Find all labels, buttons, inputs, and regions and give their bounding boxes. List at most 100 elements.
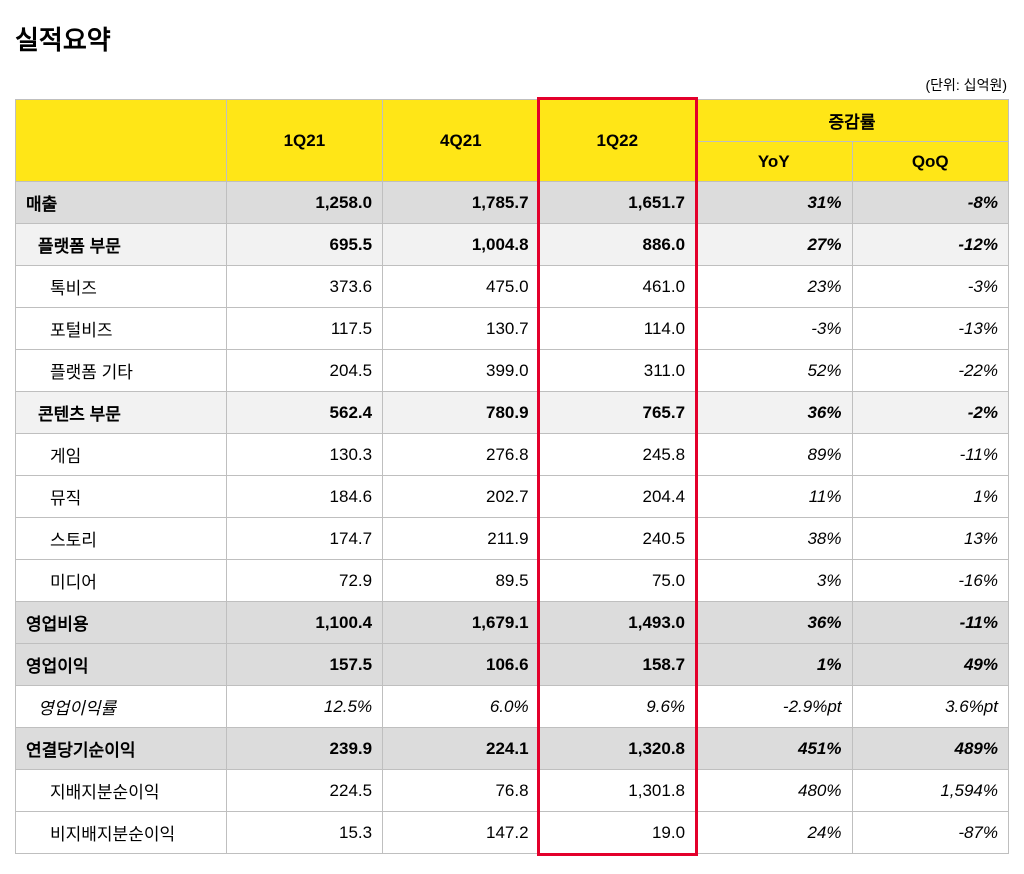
pct-cell: -13% xyxy=(852,308,1009,350)
pct-cell: 27% xyxy=(696,224,852,266)
value-cell: 695.5 xyxy=(226,224,382,266)
value-cell: 562.4 xyxy=(226,392,382,434)
value-cell: 886.0 xyxy=(539,224,695,266)
value-cell: 461.0 xyxy=(539,266,695,308)
value-cell: 1,493.0 xyxy=(539,602,695,644)
value-cell: 89.5 xyxy=(383,560,539,602)
value-cell: 311.0 xyxy=(539,350,695,392)
value-cell: 117.5 xyxy=(226,308,382,350)
value-cell: 204.5 xyxy=(226,350,382,392)
table-row: 뮤직184.6202.7204.411%1% xyxy=(16,476,1009,518)
pct-cell: 36% xyxy=(696,392,852,434)
summary-table: 1Q21 4Q21 1Q22 증감률 YoY QoQ 매출1,258.01,78… xyxy=(15,99,1009,854)
value-cell: 211.9 xyxy=(383,518,539,560)
table-row: 비지배지분순이익15.3147.219.024%-87% xyxy=(16,812,1009,854)
table-row: 영업이익157.5106.6158.71%49% xyxy=(16,644,1009,686)
table-row: 영업비용1,100.41,679.11,493.036%-11% xyxy=(16,602,1009,644)
value-cell: 240.5 xyxy=(539,518,695,560)
table-row: 영업이익률12.5%6.0%9.6%-2.9%pt3.6%pt xyxy=(16,686,1009,728)
value-cell: 130.3 xyxy=(226,434,382,476)
table-wrapper: 1Q21 4Q21 1Q22 증감률 YoY QoQ 매출1,258.01,78… xyxy=(15,99,1009,854)
row-label: 영업비용 xyxy=(16,602,227,644)
row-label: 플랫폼 부문 xyxy=(16,224,227,266)
table-row: 매출1,258.01,785.71,651.731%-8% xyxy=(16,182,1009,224)
pct-cell: -87% xyxy=(852,812,1009,854)
page-title: 실적요약 xyxy=(15,20,1009,57)
header-blank xyxy=(16,100,227,182)
value-cell: 239.9 xyxy=(226,728,382,770)
pct-cell: 36% xyxy=(696,602,852,644)
pct-cell: 24% xyxy=(696,812,852,854)
pct-cell: -3% xyxy=(696,308,852,350)
value-cell: 12.5% xyxy=(226,686,382,728)
table-body: 매출1,258.01,785.71,651.731%-8%플랫폼 부문695.5… xyxy=(16,182,1009,854)
value-cell: 72.9 xyxy=(226,560,382,602)
value-cell: 15.3 xyxy=(226,812,382,854)
pct-cell: 451% xyxy=(696,728,852,770)
pct-cell: -8% xyxy=(852,182,1009,224)
pct-cell: 89% xyxy=(696,434,852,476)
row-label: 톡비즈 xyxy=(16,266,227,308)
value-cell: 1,679.1 xyxy=(383,602,539,644)
pct-cell: 23% xyxy=(696,266,852,308)
value-cell: 158.7 xyxy=(539,644,695,686)
value-cell: 184.6 xyxy=(226,476,382,518)
value-cell: 1,785.7 xyxy=(383,182,539,224)
unit-note: (단위: 십억원) xyxy=(15,75,1009,95)
value-cell: 1,301.8 xyxy=(539,770,695,812)
value-cell: 245.8 xyxy=(539,434,695,476)
pct-cell: 1,594% xyxy=(852,770,1009,812)
header-row-1: 1Q21 4Q21 1Q22 증감률 xyxy=(16,100,1009,142)
value-cell: 1,258.0 xyxy=(226,182,382,224)
row-label: 플랫폼 기타 xyxy=(16,350,227,392)
table-row: 게임130.3276.8245.889%-11% xyxy=(16,434,1009,476)
row-label: 미디어 xyxy=(16,560,227,602)
pct-cell: 49% xyxy=(852,644,1009,686)
row-label: 포털비즈 xyxy=(16,308,227,350)
value-cell: 224.5 xyxy=(226,770,382,812)
table-row: 미디어72.989.575.03%-16% xyxy=(16,560,1009,602)
pct-cell: -16% xyxy=(852,560,1009,602)
pct-cell: 480% xyxy=(696,770,852,812)
row-label: 스토리 xyxy=(16,518,227,560)
header-1q21: 1Q21 xyxy=(226,100,382,182)
header-4q21: 4Q21 xyxy=(383,100,539,182)
pct-cell: 1% xyxy=(696,644,852,686)
row-label: 게임 xyxy=(16,434,227,476)
pct-cell: 13% xyxy=(852,518,1009,560)
pct-cell: -3% xyxy=(852,266,1009,308)
pct-cell: -2.9%pt xyxy=(696,686,852,728)
pct-cell: 38% xyxy=(696,518,852,560)
pct-cell: -22% xyxy=(852,350,1009,392)
value-cell: 765.7 xyxy=(539,392,695,434)
row-label: 영업이익률 xyxy=(16,686,227,728)
pct-cell: -11% xyxy=(852,602,1009,644)
header-change-group: 증감률 xyxy=(696,100,1009,142)
value-cell: 399.0 xyxy=(383,350,539,392)
value-cell: 6.0% xyxy=(383,686,539,728)
pct-cell: 11% xyxy=(696,476,852,518)
row-label: 콘텐츠 부문 xyxy=(16,392,227,434)
value-cell: 1,100.4 xyxy=(226,602,382,644)
table-row: 플랫폼 기타204.5399.0311.052%-22% xyxy=(16,350,1009,392)
value-cell: 75.0 xyxy=(539,560,695,602)
pct-cell: 1% xyxy=(852,476,1009,518)
table-row: 톡비즈373.6475.0461.023%-3% xyxy=(16,266,1009,308)
value-cell: 780.9 xyxy=(383,392,539,434)
value-cell: 202.7 xyxy=(383,476,539,518)
table-row: 플랫폼 부문695.51,004.8886.027%-12% xyxy=(16,224,1009,266)
value-cell: 475.0 xyxy=(383,266,539,308)
pct-cell: -11% xyxy=(852,434,1009,476)
pct-cell: 52% xyxy=(696,350,852,392)
row-label: 연결당기순이익 xyxy=(16,728,227,770)
value-cell: 373.6 xyxy=(226,266,382,308)
pct-cell: -12% xyxy=(852,224,1009,266)
pct-cell: 3% xyxy=(696,560,852,602)
pct-cell: 31% xyxy=(696,182,852,224)
table-row: 연결당기순이익239.9224.11,320.8451%489% xyxy=(16,728,1009,770)
value-cell: 157.5 xyxy=(226,644,382,686)
value-cell: 174.7 xyxy=(226,518,382,560)
header-qoq: QoQ xyxy=(852,142,1009,182)
value-cell: 114.0 xyxy=(539,308,695,350)
pct-cell: -2% xyxy=(852,392,1009,434)
